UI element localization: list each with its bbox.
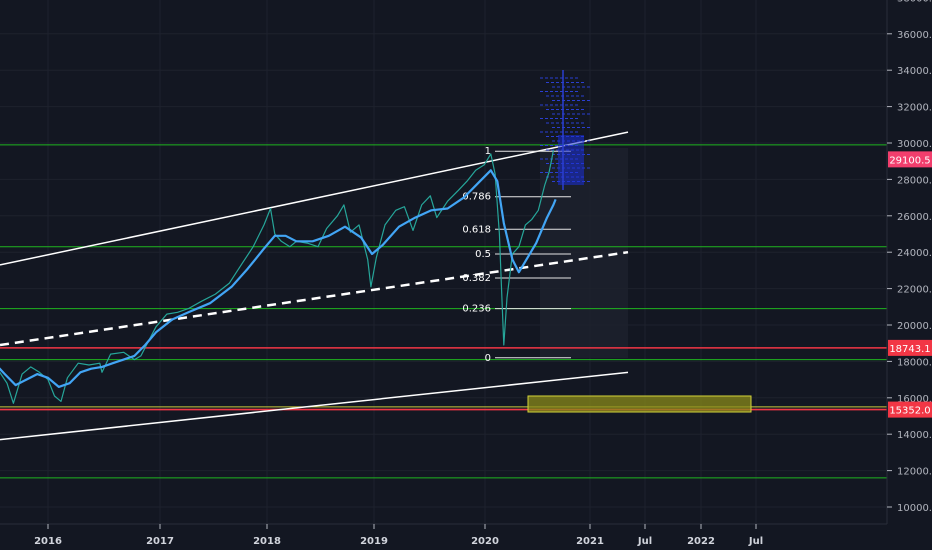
y-tick-label: 36000.0 [897,30,932,41]
x-tick-label: Jul [748,536,763,547]
y-tick-label: 10000.0 [897,503,932,514]
time-axis[interactable]: 2016 2017 2018 2019 2020 2021 Jul 2022 Jul [34,524,763,547]
x-tick-label: 2018 [253,536,281,547]
y-tick-label: 34000.0 [897,66,932,77]
price-axis[interactable]: 10000.0 12000.0 14000.0 16000.0 18000.0 20000… [887,0,932,514]
price-label-badge [888,151,932,168]
series-group [0,150,557,404]
moving-average-line [0,169,557,388]
price-label-text: 18743.1 [889,344,930,355]
price-label-badge [888,339,932,356]
projection-block [558,135,584,185]
channel-middle-line[interactable] [0,250,629,347]
price-line [0,150,554,404]
grid [0,0,887,524]
channel-upper-line[interactable] [0,131,629,266]
plot-background [0,0,887,524]
x-tick-label: 2022 [687,536,715,547]
y-tick-label: 32000.0 [897,103,932,114]
projection-ticks [540,70,592,190]
y-tick-label: 30000.0 [897,139,932,150]
x-tick-label: 2016 [34,536,62,547]
fib-level-label: 0.236 [462,304,491,315]
x-tick-label: 2017 [146,536,174,547]
y-tick-label: 38000.0 [897,0,932,4]
price-label-badge [888,401,932,418]
fib-level-label: 0.786 [462,192,491,203]
y-tick-label: 26000.0 [897,212,932,223]
support-zone-box[interactable] [527,395,752,413]
price-labels: 29100.5 18743.1 15352.0 [888,151,932,418]
fib-level-label: 0.5 [475,249,491,260]
y-tick-label: 14000.0 [897,430,932,441]
trend-channel[interactable] [0,131,629,441]
x-tick-label: 2020 [471,536,499,547]
fib-level-label: 1 [485,146,491,157]
y-tick-label: 24000.0 [897,248,932,259]
x-tick-label: Jul [637,536,652,547]
x-tick-label: 2019 [360,536,388,547]
y-tick-label: 22000.0 [897,285,932,296]
fib-level-label: 0.618 [462,224,491,235]
price-label-text: 29100.5 [889,155,930,166]
y-tick-label: 12000.0 [897,467,932,478]
x-tick-label: 2021 [576,536,604,547]
fib-level-label: 0 [485,353,491,364]
fib-level-label: 0.382 [462,273,491,284]
y-tick-label: 20000.0 [897,321,932,332]
price-label-text: 15352.0 [889,406,930,417]
channel-lower-line[interactable] [0,371,629,441]
y-tick-label: 16000.0 [897,394,932,405]
horizontal-levels[interactable] [0,144,887,479]
y-tick-label: 28000.0 [897,175,932,186]
y-tick-label: 18000.0 [897,357,932,368]
